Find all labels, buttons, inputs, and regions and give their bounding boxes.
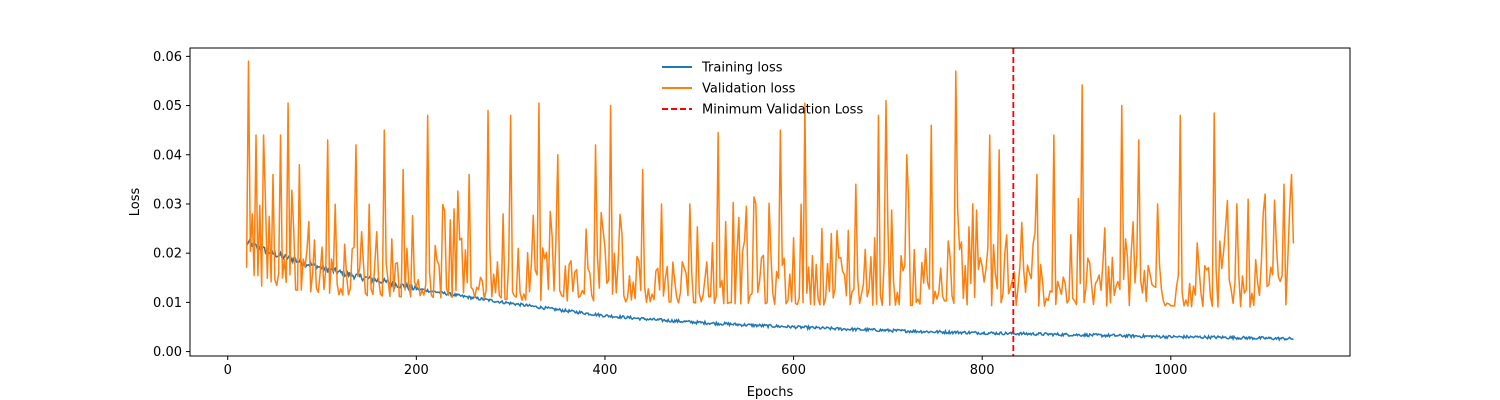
legend-item-validation: Validation loss <box>662 82 796 97</box>
y-tick-label: 0.04 <box>153 148 182 163</box>
legend-item-training: Training loss <box>662 61 783 76</box>
y-tick-label: 0.00 <box>153 345 182 360</box>
legend-label-training: Training loss <box>701 61 783 76</box>
y-axis-ticks: 0.00 0.01 0.02 0.03 0.04 0.05 0.06 <box>153 50 190 360</box>
x-tick-label: 800 <box>970 363 995 378</box>
legend-item-minimum: Minimum Validation Loss <box>662 103 863 118</box>
y-tick-label: 0.05 <box>153 99 182 114</box>
x-tick-label: 400 <box>593 363 618 378</box>
plot-frame <box>189 47 1351 357</box>
plot-area <box>245 48 1295 356</box>
x-axis-ticks: 0 200 400 600 800 1000 <box>224 356 1187 378</box>
x-tick-label: 0 <box>224 363 232 378</box>
y-tick-label: 0.02 <box>153 247 182 262</box>
legend-label-validation: Validation loss <box>702 82 796 97</box>
series-line-training <box>245 238 1294 342</box>
x-axis-label: Epochs <box>747 385 794 400</box>
legend-label-minimum: Minimum Validation Loss <box>702 103 863 118</box>
x-tick-label: 600 <box>781 363 806 378</box>
y-axis-label: Loss <box>128 188 143 217</box>
legend: Training loss Validation loss Minimum Va… <box>662 61 863 118</box>
series-line-validation <box>245 60 1295 308</box>
y-tick-label: 0.06 <box>153 50 182 65</box>
x-tick-label: 1000 <box>1154 363 1187 378</box>
x-tick-label: 200 <box>404 363 429 378</box>
y-tick-label: 0.03 <box>153 197 182 212</box>
y-tick-label: 0.01 <box>153 296 182 311</box>
